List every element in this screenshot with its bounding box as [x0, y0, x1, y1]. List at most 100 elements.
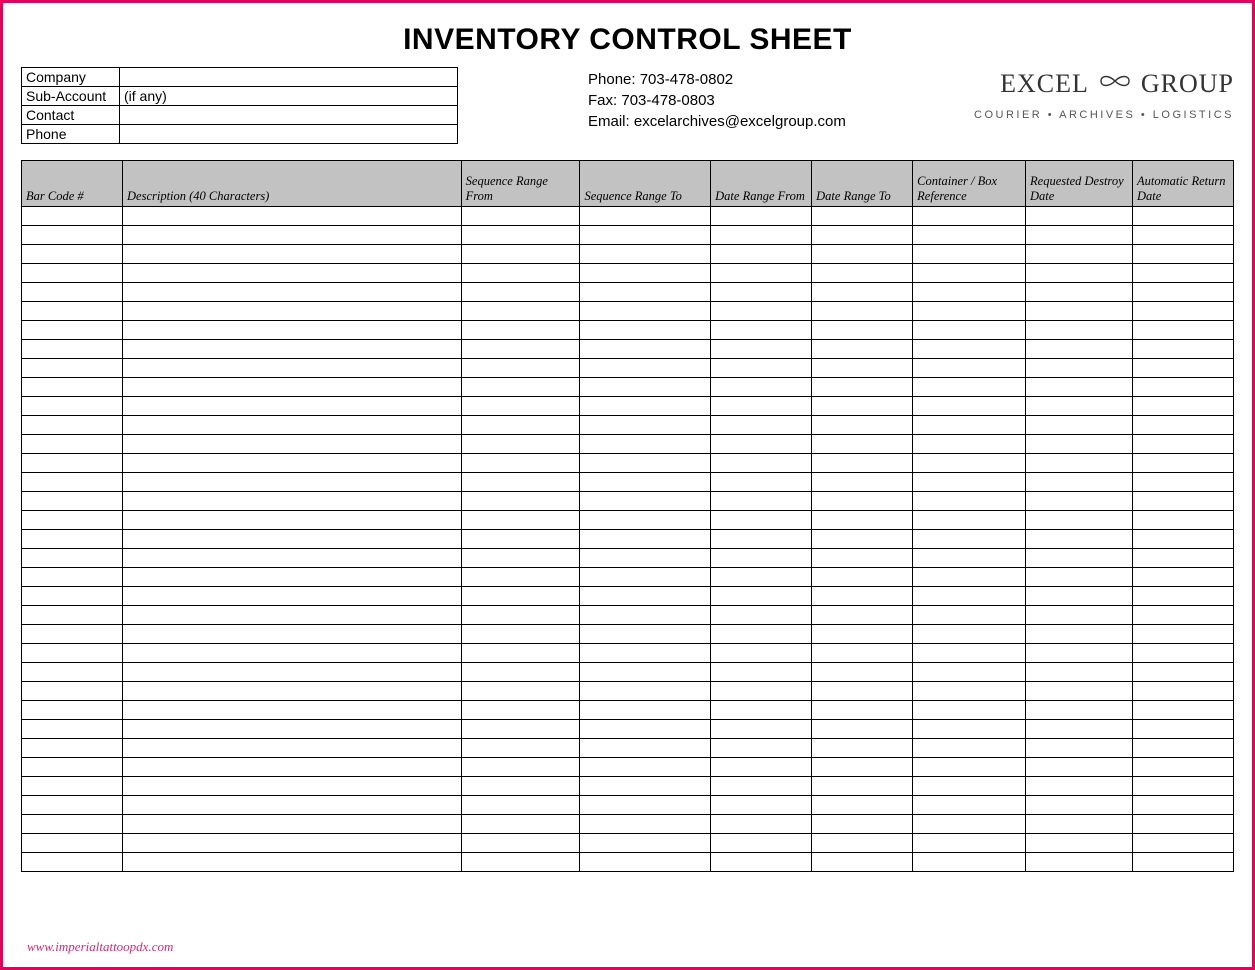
table-cell[interactable]	[711, 416, 812, 435]
table-cell[interactable]	[812, 834, 913, 853]
table-cell[interactable]	[1132, 530, 1233, 549]
table-cell[interactable]	[22, 834, 123, 853]
table-cell[interactable]	[22, 644, 123, 663]
table-cell[interactable]	[711, 587, 812, 606]
table-cell[interactable]	[22, 340, 123, 359]
table-cell[interactable]	[580, 644, 711, 663]
table-cell[interactable]	[461, 530, 580, 549]
table-cell[interactable]	[22, 207, 123, 226]
table-cell[interactable]	[22, 625, 123, 644]
table-cell[interactable]	[123, 283, 462, 302]
table-cell[interactable]	[1026, 739, 1133, 758]
table-cell[interactable]	[123, 739, 462, 758]
table-cell[interactable]	[123, 302, 462, 321]
table-cell[interactable]	[1026, 264, 1133, 283]
table-cell[interactable]	[1026, 454, 1133, 473]
table-cell[interactable]	[580, 416, 711, 435]
table-cell[interactable]	[22, 568, 123, 587]
table-cell[interactable]	[913, 720, 1026, 739]
table-cell[interactable]	[1132, 625, 1233, 644]
table-cell[interactable]	[22, 283, 123, 302]
table-cell[interactable]	[812, 416, 913, 435]
table-cell[interactable]	[1026, 796, 1133, 815]
table-cell[interactable]	[913, 606, 1026, 625]
table-cell[interactable]	[812, 492, 913, 511]
table-cell[interactable]	[1132, 302, 1233, 321]
table-cell[interactable]	[580, 359, 711, 378]
table-cell[interactable]	[711, 378, 812, 397]
table-cell[interactable]	[711, 739, 812, 758]
table-cell[interactable]	[461, 397, 580, 416]
table-cell[interactable]	[1132, 397, 1233, 416]
table-cell[interactable]	[711, 758, 812, 777]
table-cell[interactable]	[1132, 644, 1233, 663]
table-cell[interactable]	[123, 853, 462, 872]
table-cell[interactable]	[1026, 416, 1133, 435]
table-cell[interactable]	[461, 302, 580, 321]
table-cell[interactable]	[123, 264, 462, 283]
table-cell[interactable]	[580, 758, 711, 777]
table-cell[interactable]	[812, 530, 913, 549]
table-cell[interactable]	[711, 815, 812, 834]
table-cell[interactable]	[1132, 758, 1233, 777]
table-cell[interactable]	[123, 340, 462, 359]
table-cell[interactable]	[711, 321, 812, 340]
table-cell[interactable]	[22, 663, 123, 682]
table-cell[interactable]	[461, 378, 580, 397]
table-cell[interactable]	[461, 682, 580, 701]
table-cell[interactable]	[123, 321, 462, 340]
table-cell[interactable]	[580, 321, 711, 340]
table-cell[interactable]	[812, 359, 913, 378]
table-cell[interactable]	[22, 264, 123, 283]
table-cell[interactable]	[1026, 834, 1133, 853]
table-cell[interactable]	[461, 587, 580, 606]
table-cell[interactable]	[711, 682, 812, 701]
table-cell[interactable]	[123, 720, 462, 739]
table-cell[interactable]	[913, 834, 1026, 853]
table-cell[interactable]	[22, 701, 123, 720]
table-cell[interactable]	[123, 397, 462, 416]
table-cell[interactable]	[913, 511, 1026, 530]
table-cell[interactable]	[711, 777, 812, 796]
table-cell[interactable]	[913, 701, 1026, 720]
table-cell[interactable]	[913, 663, 1026, 682]
table-cell[interactable]	[580, 245, 711, 264]
table-cell[interactable]	[461, 245, 580, 264]
table-cell[interactable]	[1132, 796, 1233, 815]
table-cell[interactable]	[913, 302, 1026, 321]
table-cell[interactable]	[711, 834, 812, 853]
table-cell[interactable]	[1132, 283, 1233, 302]
table-cell[interactable]	[711, 226, 812, 245]
table-cell[interactable]	[580, 340, 711, 359]
table-cell[interactable]	[461, 340, 580, 359]
table-cell[interactable]	[580, 739, 711, 758]
table-cell[interactable]	[812, 663, 913, 682]
table-cell[interactable]	[123, 815, 462, 834]
table-cell[interactable]	[461, 796, 580, 815]
table-cell[interactable]	[22, 359, 123, 378]
table-cell[interactable]	[123, 207, 462, 226]
table-cell[interactable]	[711, 511, 812, 530]
table-cell[interactable]	[22, 720, 123, 739]
table-cell[interactable]	[461, 359, 580, 378]
table-cell[interactable]	[1132, 245, 1233, 264]
table-cell[interactable]	[1132, 587, 1233, 606]
table-cell[interactable]	[1026, 302, 1133, 321]
table-cell[interactable]	[1026, 568, 1133, 587]
table-cell[interactable]	[812, 302, 913, 321]
table-cell[interactable]	[913, 473, 1026, 492]
table-cell[interactable]	[580, 511, 711, 530]
table-cell[interactable]	[123, 492, 462, 511]
table-cell[interactable]	[22, 226, 123, 245]
table-cell[interactable]	[1026, 378, 1133, 397]
table-cell[interactable]	[913, 207, 1026, 226]
table-cell[interactable]	[1026, 530, 1133, 549]
table-cell[interactable]	[711, 606, 812, 625]
table-cell[interactable]	[580, 682, 711, 701]
table-cell[interactable]	[580, 302, 711, 321]
table-cell[interactable]	[812, 625, 913, 644]
table-cell[interactable]	[1132, 815, 1233, 834]
table-cell[interactable]	[913, 796, 1026, 815]
table-cell[interactable]	[22, 682, 123, 701]
table-cell[interactable]	[913, 758, 1026, 777]
